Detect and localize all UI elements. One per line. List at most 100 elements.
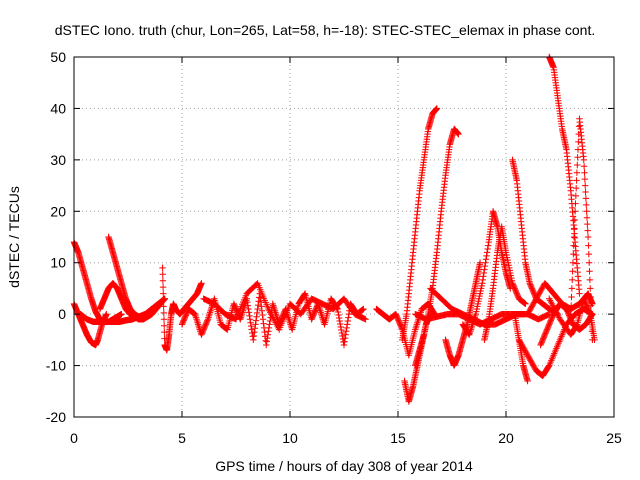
data-point bbox=[571, 225, 578, 232]
data-point bbox=[253, 309, 261, 317]
data-point bbox=[412, 324, 420, 332]
data-point bbox=[344, 317, 351, 325]
data-point bbox=[263, 338, 270, 345]
data-point bbox=[259, 316, 267, 323]
data-point bbox=[584, 220, 591, 228]
data-point bbox=[265, 324, 273, 332]
data-marks bbox=[70, 53, 598, 405]
data-point bbox=[160, 303, 167, 310]
data-point bbox=[585, 250, 592, 258]
series-group bbox=[546, 295, 598, 344]
data-point bbox=[587, 285, 594, 292]
data-point bbox=[265, 328, 272, 335]
data-point bbox=[341, 338, 348, 345]
data-point bbox=[576, 290, 583, 297]
data-point bbox=[483, 249, 491, 256]
data-point bbox=[337, 320, 344, 328]
series-group bbox=[70, 300, 110, 349]
data-point bbox=[573, 177, 580, 184]
y-tick-label: -10 bbox=[46, 358, 66, 374]
data-point bbox=[253, 313, 260, 320]
data-point bbox=[413, 322, 420, 330]
data-point bbox=[568, 293, 575, 301]
data-point bbox=[582, 182, 589, 189]
data-point bbox=[206, 310, 213, 318]
data-point bbox=[586, 276, 594, 284]
data-point bbox=[522, 300, 529, 308]
data-point bbox=[205, 312, 213, 320]
data-point bbox=[159, 271, 166, 278]
data-point bbox=[362, 316, 369, 323]
data-point bbox=[160, 290, 167, 297]
data-point bbox=[251, 325, 259, 332]
data-point bbox=[572, 200, 579, 207]
data-point bbox=[345, 310, 353, 318]
series-group bbox=[459, 208, 514, 338]
data-point bbox=[572, 192, 580, 200]
data-point bbox=[585, 242, 592, 249]
data-point bbox=[254, 301, 262, 309]
series-group bbox=[524, 280, 596, 318]
data-point bbox=[160, 322, 168, 329]
series-group bbox=[105, 233, 155, 320]
data-point bbox=[482, 256, 490, 263]
plot-frame bbox=[73, 56, 615, 418]
data-point bbox=[103, 310, 110, 318]
data-point bbox=[247, 322, 255, 330]
x-axis-label: GPS time / hours of day 308 of year 2014 bbox=[215, 458, 473, 474]
data-point bbox=[413, 321, 421, 328]
data-point bbox=[258, 303, 265, 310]
data-point bbox=[571, 208, 579, 215]
data-point bbox=[524, 377, 531, 385]
data-point bbox=[585, 259, 593, 266]
x-tick-label: 20 bbox=[498, 430, 514, 446]
data-point bbox=[301, 291, 308, 298]
data-point bbox=[244, 302, 252, 309]
data-point bbox=[246, 316, 254, 323]
data-point bbox=[580, 156, 587, 164]
data-point bbox=[261, 328, 268, 336]
data-point bbox=[591, 336, 598, 344]
data-point bbox=[318, 310, 325, 318]
x-tick-labels: 0 5 10 15 20 25 bbox=[70, 430, 622, 446]
data-point bbox=[259, 311, 266, 319]
x-tick-label: 15 bbox=[390, 430, 406, 446]
data-point bbox=[479, 276, 486, 284]
data-point bbox=[159, 277, 167, 284]
data-point bbox=[252, 321, 259, 328]
data-point bbox=[335, 314, 343, 322]
data-point bbox=[360, 305, 367, 313]
data-point bbox=[204, 317, 211, 324]
data-point bbox=[573, 322, 580, 329]
data-point bbox=[270, 302, 277, 309]
y-tick-label: 30 bbox=[50, 152, 66, 168]
series-group bbox=[546, 53, 583, 297]
chart-title: dSTEC Iono. truth (chur, Lon=265, Lat=58… bbox=[55, 22, 595, 38]
y-tick-label: 50 bbox=[50, 49, 66, 65]
data-point bbox=[345, 314, 352, 321]
data-point bbox=[414, 319, 421, 326]
data-point bbox=[342, 331, 349, 338]
data-point bbox=[205, 314, 212, 321]
data-point bbox=[334, 308, 342, 316]
data-point bbox=[263, 341, 270, 349]
data-point bbox=[266, 321, 273, 328]
data-point bbox=[583, 214, 591, 221]
x-tick-label: 0 bbox=[70, 430, 78, 446]
x-tick-label: 5 bbox=[178, 430, 186, 446]
data-point bbox=[582, 188, 589, 196]
series-group bbox=[96, 280, 168, 323]
data-point bbox=[479, 280, 486, 287]
data-point bbox=[206, 309, 214, 316]
data-point bbox=[258, 307, 266, 314]
data-point bbox=[586, 268, 593, 275]
axis-ticks bbox=[73, 56, 615, 418]
data-point bbox=[207, 307, 214, 314]
data-point bbox=[340, 341, 348, 349]
data-point bbox=[161, 295, 168, 302]
data-point bbox=[344, 321, 351, 328]
data-point bbox=[195, 321, 202, 328]
data-point bbox=[160, 316, 168, 323]
data-point bbox=[584, 227, 591, 234]
data-point bbox=[571, 216, 578, 224]
